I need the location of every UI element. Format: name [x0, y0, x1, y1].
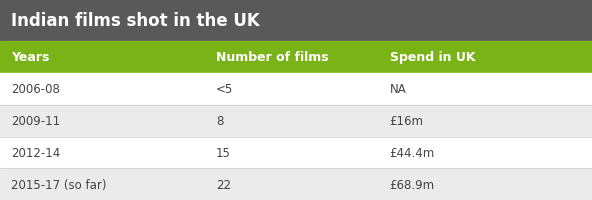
Text: 2015-17 (so far): 2015-17 (so far) [11, 178, 106, 191]
Text: 2012-14: 2012-14 [11, 146, 60, 159]
Text: NA: NA [390, 83, 406, 96]
Bar [0, 74, 592, 105]
Text: 2006-08: 2006-08 [11, 83, 60, 96]
Text: £16m: £16m [390, 115, 423, 127]
Text: 8: 8 [216, 115, 223, 127]
Bar [0, 137, 592, 168]
Bar [0, 0, 592, 42]
Bar [0, 105, 592, 137]
Bar [0, 42, 592, 74]
Text: £44.4m: £44.4m [390, 146, 435, 159]
Text: Indian films shot in the UK: Indian films shot in the UK [11, 12, 259, 30]
Text: 15: 15 [216, 146, 231, 159]
Text: 22: 22 [216, 178, 231, 191]
Text: Spend in UK: Spend in UK [390, 51, 475, 64]
Text: £68.9m: £68.9m [390, 178, 435, 191]
Bar [0, 168, 592, 200]
Text: Years: Years [11, 51, 49, 64]
Text: <5: <5 [216, 83, 233, 96]
Text: 2009-11: 2009-11 [11, 115, 60, 127]
Text: Number of films: Number of films [216, 51, 329, 64]
